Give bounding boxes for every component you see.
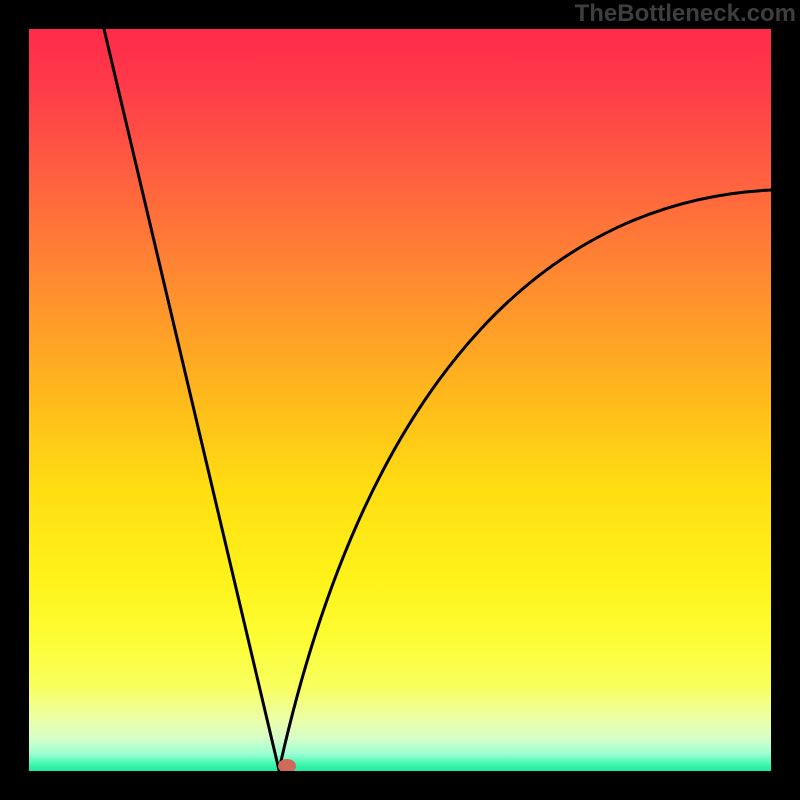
minimum-marker bbox=[278, 759, 296, 773]
watermark-text: TheBottleneck.com bbox=[575, 0, 796, 28]
plot-background bbox=[28, 28, 772, 772]
chart-container: TheBottleneck.com bbox=[0, 0, 800, 800]
bottleneck-chart bbox=[0, 0, 800, 800]
